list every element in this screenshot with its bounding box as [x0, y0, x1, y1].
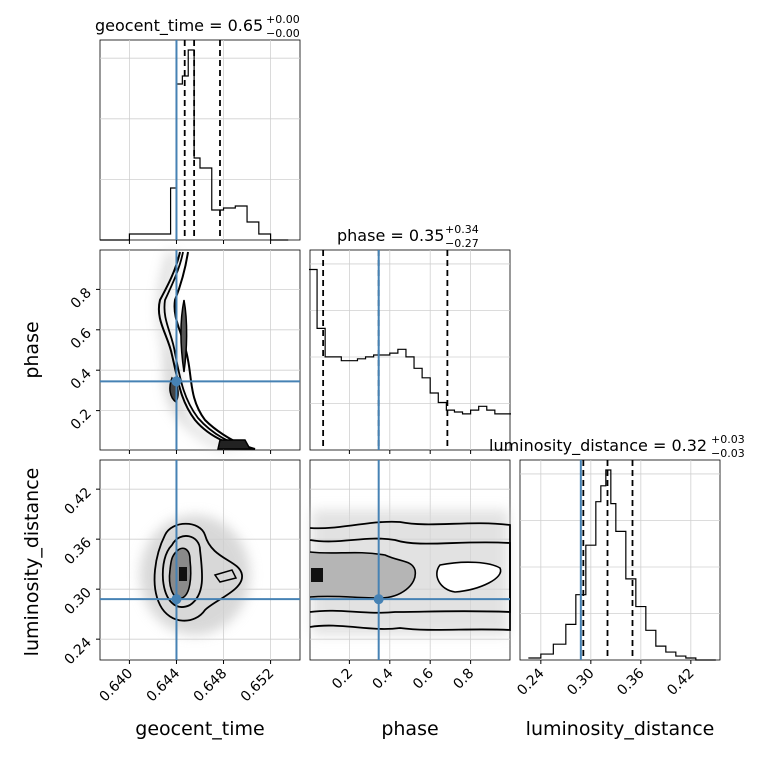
contour-outer [153, 522, 243, 622]
x-tick-label: 0.8 [450, 666, 477, 693]
contour-mid [161, 535, 204, 608]
x-tick-label: 0.648 [191, 666, 231, 706]
y-tick-label: 0.6 [68, 325, 95, 352]
y-tick-label: 0.30 [61, 585, 94, 618]
contour-core [179, 567, 187, 581]
contour-tail [213, 569, 238, 583]
title-phase-plus: +0.34 [445, 223, 479, 236]
contour-inner [309, 551, 416, 599]
title-luminosity-distance-plus: +0.03 [711, 433, 745, 446]
panel-frame [99, 459, 301, 661]
panel-luminosity-distance-hist [519, 459, 721, 661]
panel-geocent-time-hist [99, 39, 301, 241]
y-tick-label: 0.36 [61, 535, 94, 568]
panel-luminosity-distance-vs-geocent-time [99, 459, 301, 661]
panel-frame [99, 249, 301, 451]
histogram-geocent-time [100, 49, 289, 241]
density-cloud [140, 515, 250, 635]
title-luminosity-distance: luminosity_distance = 0.32 [489, 436, 707, 456]
truth-point [171, 376, 182, 387]
x-tick-label: 0.24 [514, 665, 547, 698]
x-tick-label: 0.6 [410, 665, 437, 692]
title-geocent-time-minus: −0.00 [266, 27, 300, 40]
x-tick-label: 0.30 [564, 666, 597, 699]
contour-tail [436, 561, 502, 593]
panel-frame [99, 39, 301, 241]
title-phase-minus: −0.27 [445, 237, 479, 250]
x-tick-label: 0.652 [238, 666, 278, 706]
truth-point [373, 594, 384, 605]
x-tick-label: 0.42 [664, 666, 697, 699]
density-cloud [158, 252, 250, 448]
panel-frame [519, 459, 721, 661]
x-tick-label: 0.36 [614, 665, 647, 698]
panel-phase-vs-geocent-time [99, 249, 301, 451]
x-tick-label: 0.2 [329, 666, 356, 693]
title-geocent-time: geocent_time = 0.65 [95, 16, 263, 36]
truth-point [171, 594, 182, 605]
x-tick-label: 0.644 [144, 665, 184, 705]
title-luminosity-distance-minus: −0.03 [711, 447, 745, 460]
title-phase: phase = 0.35 [337, 226, 444, 245]
contour-core [311, 568, 323, 582]
contour-inner [180, 299, 188, 373]
contour-inner-bottom [217, 439, 252, 450]
histogram-phase [308, 268, 512, 415]
y-tick-label: 0.8 [68, 285, 95, 312]
y-tick-label: 0.24 [61, 635, 94, 668]
ylabel-luminosity-distance: luminosity_distance [21, 468, 43, 657]
x-tick-label: 0.640 [97, 666, 137, 706]
panel-luminosity-distance-vs-phase [309, 459, 511, 661]
xlabel-geocent-time: geocent_time [135, 718, 264, 740]
y-tick-label: 0.4 [68, 366, 95, 393]
contour-mid [309, 537, 511, 614]
title-geocent-time-plus: +0.00 [266, 13, 300, 26]
x-tick-label: 0.4 [370, 665, 397, 692]
panel-phase-hist [308, 249, 512, 451]
y-tick-label: 0.2 [68, 406, 95, 433]
xlabel-luminosity-distance: luminosity_distance [526, 718, 715, 740]
contour-mid [163, 251, 251, 449]
histogram-luminosity-distance [528, 469, 716, 661]
ylabel-phase: phase [21, 321, 43, 378]
y-tick-label: 0.42 [61, 485, 94, 518]
xlabel-phase: phase [381, 718, 438, 740]
panel-frame [309, 249, 511, 451]
